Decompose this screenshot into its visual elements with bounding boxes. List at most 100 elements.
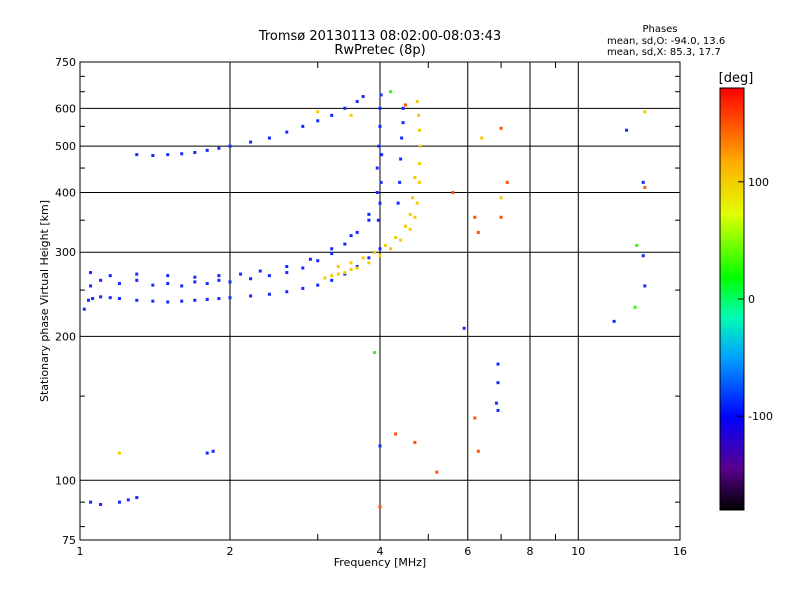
data-point (99, 278, 103, 282)
data-point (99, 502, 103, 506)
data-point (267, 136, 271, 140)
data-point (343, 106, 347, 110)
data-point (135, 153, 139, 157)
data-point (349, 261, 353, 265)
colorbar-tick-label: 0 (748, 293, 755, 306)
data-point (91, 297, 95, 301)
grid-lines (80, 62, 680, 540)
data-point (135, 298, 139, 302)
data-point (643, 185, 647, 189)
data-points (82, 90, 647, 509)
data-point (117, 297, 121, 301)
colorbar-tick-label: 100 (748, 176, 769, 189)
data-point (625, 128, 629, 132)
data-point (361, 95, 365, 99)
data-point (361, 256, 365, 260)
data-point (408, 227, 412, 231)
data-point (378, 124, 382, 128)
data-point (499, 215, 503, 219)
data-point (308, 257, 312, 261)
data-point (180, 284, 184, 288)
data-point (285, 271, 289, 275)
stats-o-mode: mean, sd,O: -94.0, 13.6 (607, 36, 725, 47)
x-tick-label: 16 (673, 545, 687, 558)
data-point (301, 266, 305, 270)
data-point (379, 180, 383, 184)
data-point (378, 247, 382, 251)
data-point (494, 401, 498, 405)
data-point (151, 299, 155, 303)
x-tick-label: 10 (571, 545, 585, 558)
data-point (343, 271, 347, 275)
data-point (403, 103, 407, 107)
data-point (389, 90, 393, 94)
data-point (330, 274, 334, 278)
colorbar-ticks: 100 0 -100 (738, 176, 773, 423)
data-point (180, 152, 184, 156)
data-point (378, 505, 382, 509)
data-point (316, 119, 320, 123)
data-point (417, 161, 421, 165)
data-point (117, 500, 121, 504)
data-point (166, 153, 170, 157)
data-point (301, 124, 305, 128)
data-point (400, 136, 404, 140)
data-point (285, 290, 289, 294)
data-point (383, 243, 387, 247)
x-tick-label: 1 (77, 545, 84, 558)
x-tick-label: 4 (377, 545, 384, 558)
data-point (413, 215, 417, 219)
data-point (401, 106, 405, 110)
data-point (396, 201, 400, 205)
data-point (367, 212, 371, 216)
data-point (373, 351, 377, 355)
data-point (217, 274, 221, 278)
data-point (376, 218, 380, 222)
data-point (285, 265, 289, 269)
x-axis-label: Frequency [MHz] (334, 556, 426, 569)
y-tick-label: 400 (55, 186, 76, 199)
data-point (151, 154, 155, 158)
data-point (379, 93, 383, 97)
chart-title: Tromsø 20130113 08:02:00-08:03:43 (258, 29, 501, 44)
data-point (330, 278, 334, 282)
data-point (228, 144, 232, 148)
data-point (417, 180, 421, 184)
data-point (193, 275, 197, 279)
data-point (349, 113, 353, 117)
data-point (496, 381, 500, 385)
data-point (336, 265, 340, 269)
data-point (399, 157, 403, 161)
y-tick-label: 200 (55, 330, 76, 343)
data-point (408, 212, 412, 216)
data-point (166, 300, 170, 304)
y-axis-label: Stationary phase Virtual Height [km] (38, 200, 51, 402)
data-point (378, 254, 382, 258)
data-point (285, 130, 289, 134)
data-point (267, 274, 271, 278)
data-point (355, 230, 359, 234)
data-point (330, 247, 334, 251)
data-point (108, 296, 112, 300)
data-point (126, 498, 130, 502)
y-tick-label: 100 (55, 474, 76, 487)
data-point (476, 230, 480, 234)
data-point (82, 307, 86, 311)
data-point (343, 272, 347, 276)
data-point (316, 259, 320, 263)
data-point (228, 296, 232, 300)
data-point (417, 128, 421, 132)
data-point (349, 268, 353, 272)
data-point (193, 150, 197, 154)
data-point (401, 121, 405, 125)
data-point (323, 276, 327, 280)
stats-x-mode: mean, sd,X: 85.3, 17.7 (607, 47, 721, 58)
chart-subtitle: RwPretec (8p) (334, 43, 425, 58)
data-point (117, 282, 121, 286)
x-tick-label: 8 (527, 545, 534, 558)
data-point (375, 166, 379, 170)
data-point (480, 136, 484, 140)
data-point (415, 201, 419, 205)
data-point (403, 224, 407, 228)
